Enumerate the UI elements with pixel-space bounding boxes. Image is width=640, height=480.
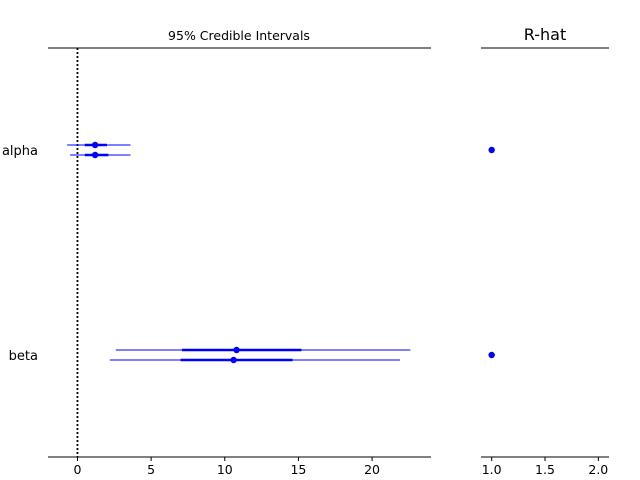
x-tick-label: 0 xyxy=(73,462,81,477)
rhat-point-beta xyxy=(488,351,495,359)
rhat-points xyxy=(488,146,495,359)
rhat-tick-label: 1.5 xyxy=(535,462,555,477)
x-tick-label: 20 xyxy=(364,462,380,477)
rhat-x-ticks: 1.0 1.5 2.0 xyxy=(482,457,608,477)
mean-point xyxy=(91,151,99,159)
credible-intervals-panel: 95% Credible Intervals 0 5 10 15 20 alpha bet… xyxy=(2,28,431,477)
rhat-point-alpha xyxy=(488,146,495,154)
mean-point xyxy=(91,141,99,149)
rhat-panel: R-hat 1.0 1.5 2.0 xyxy=(481,25,609,477)
credible-intervals-x-ticks: 0 5 10 15 20 xyxy=(73,457,380,477)
x-tick-label: 5 xyxy=(147,462,155,477)
parameter-labels: alpha beta xyxy=(2,144,38,364)
x-tick-label: 15 xyxy=(290,462,306,477)
rhat-tick-label: 1.0 xyxy=(482,462,502,477)
rhat-title: R-hat xyxy=(524,25,566,44)
mean-point xyxy=(230,356,237,364)
credible-interval-marks xyxy=(67,141,411,364)
x-tick-label: 10 xyxy=(217,462,233,477)
parameter-label-alpha: alpha xyxy=(2,144,38,159)
rhat-tick-label: 2.0 xyxy=(588,462,608,477)
credible-intervals-title: 95% Credible Intervals xyxy=(168,28,310,43)
mean-point xyxy=(233,346,240,354)
parameter-label-beta: beta xyxy=(9,349,38,364)
